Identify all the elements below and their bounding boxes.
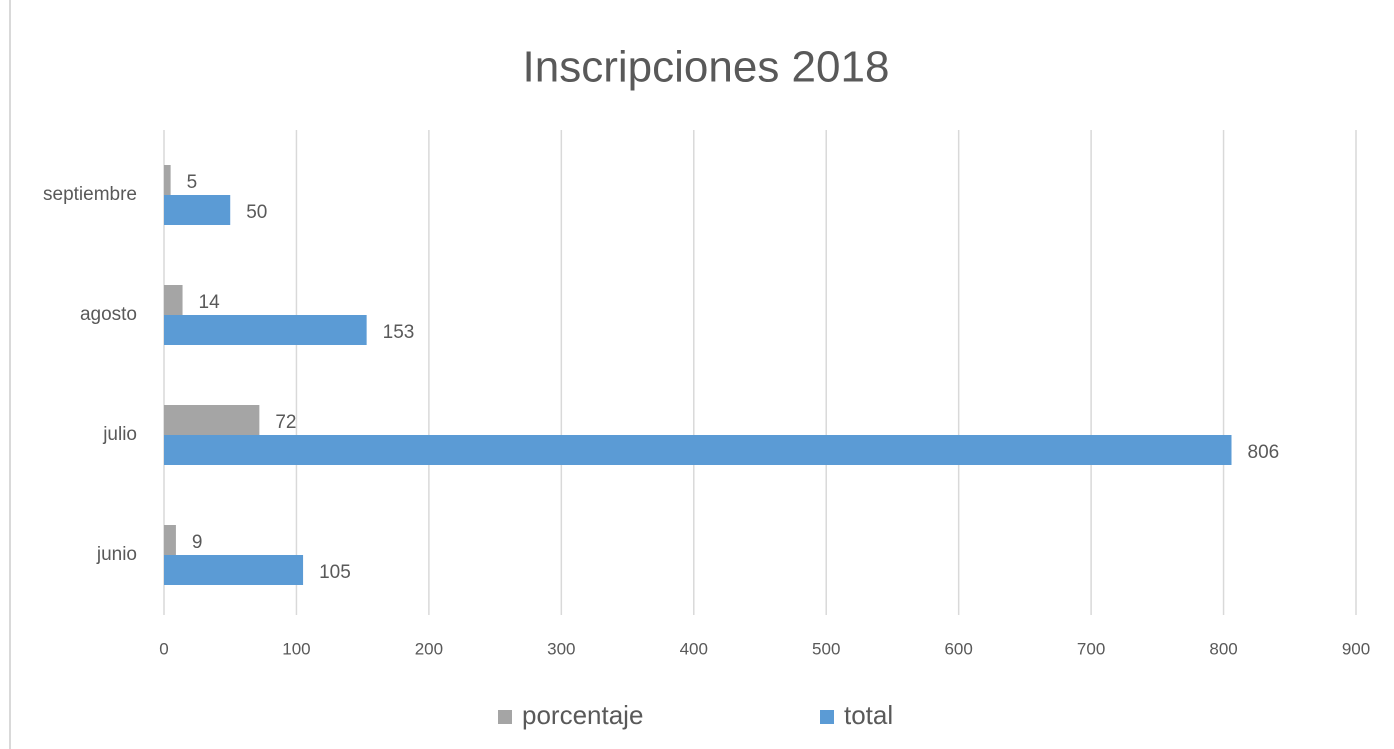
x-tick-label: 800: [1209, 639, 1237, 658]
legend-label: porcentaje: [522, 700, 643, 730]
x-tick-label: 200: [415, 639, 443, 658]
y-tick-label: junio: [96, 544, 137, 565]
y-tick-label: septiembre: [43, 184, 137, 205]
y-tick-label: julio: [102, 424, 137, 445]
data-label: 50: [246, 202, 267, 223]
data-label: 14: [199, 292, 221, 313]
x-tick-label: 400: [680, 639, 708, 658]
data-label: 153: [383, 322, 415, 343]
bar: [164, 405, 260, 435]
legend-swatch: [498, 710, 512, 724]
legend-swatch: [820, 710, 834, 724]
x-tick-label: 600: [944, 639, 972, 658]
x-tick-label: 700: [1077, 639, 1105, 658]
data-label: 806: [1248, 442, 1280, 463]
bar: [164, 435, 1232, 465]
chart-title: Inscripciones 2018: [523, 43, 890, 92]
y-tick-label: agosto: [80, 304, 137, 325]
data-label: 105: [319, 562, 351, 583]
data-label: 5: [187, 172, 198, 193]
bar: [164, 195, 231, 225]
data-label: 72: [275, 412, 296, 433]
x-tick-label: 500: [812, 639, 840, 658]
x-tick-label: 300: [547, 639, 575, 658]
x-tick-label: 900: [1342, 639, 1370, 658]
data-label: 9: [192, 532, 203, 553]
x-tick-label: 0: [159, 639, 168, 658]
bar: [164, 165, 171, 195]
bar: [164, 285, 183, 315]
legend-label: total: [844, 700, 893, 730]
bar: [164, 525, 176, 555]
bar: [164, 315, 367, 345]
bar: [164, 555, 304, 585]
x-tick-label: 100: [282, 639, 310, 658]
